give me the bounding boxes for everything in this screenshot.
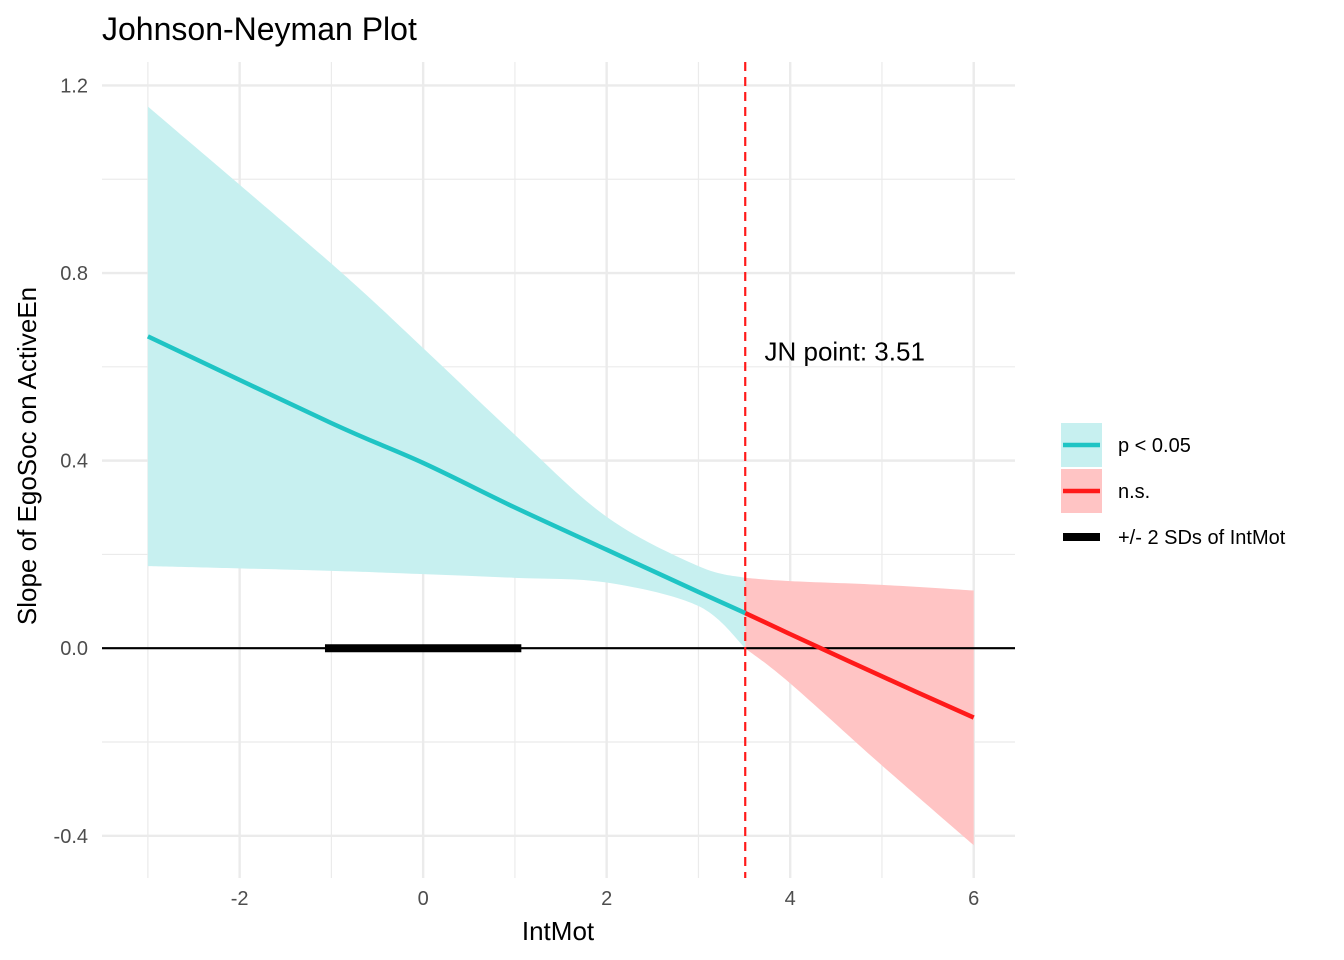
y-tick-label: 0.0 bbox=[60, 638, 88, 660]
y-tick-label: 0.4 bbox=[60, 451, 88, 473]
confidence-band bbox=[147, 106, 746, 649]
x-tick-labels: -2 0 2 4 6 bbox=[231, 888, 980, 910]
series-line-1 bbox=[744, 610, 975, 720]
confidence-bands bbox=[147, 106, 974, 846]
chart-title: Johnson-Neyman Plot bbox=[102, 11, 417, 47]
y-tick-label: 1.2 bbox=[60, 75, 88, 97]
series-line-0 bbox=[146, 334, 747, 616]
legend-label: n.s. bbox=[1118, 481, 1150, 503]
x-axis-title: IntMot bbox=[522, 916, 595, 946]
x-tick-label: 6 bbox=[968, 888, 979, 910]
legend: p < 0.05 n.s. +/- 2 SDs of IntMot bbox=[1061, 423, 1286, 549]
x-tick-label: -2 bbox=[231, 888, 249, 910]
y-tick-label: -0.4 bbox=[54, 826, 88, 848]
series-lines bbox=[146, 334, 975, 720]
y-tick-labels: -0.4 0.0 0.4 0.8 1.2 bbox=[54, 75, 88, 847]
y-axis-title: Slope of EgoSoc on ActiveEn bbox=[12, 287, 42, 625]
jn-point-annotation: JN point: 3.51 bbox=[764, 336, 924, 366]
reference-lines bbox=[102, 62, 1015, 878]
x-tick-label: 0 bbox=[418, 888, 429, 910]
x-tick-label: 4 bbox=[785, 888, 796, 910]
legend-label: +/- 2 SDs of IntMot bbox=[1118, 527, 1286, 549]
confidence-band bbox=[745, 577, 974, 846]
y-tick-label: 0.8 bbox=[60, 263, 88, 285]
legend-label: p < 0.05 bbox=[1118, 435, 1191, 457]
x-tick-label: 2 bbox=[601, 888, 612, 910]
